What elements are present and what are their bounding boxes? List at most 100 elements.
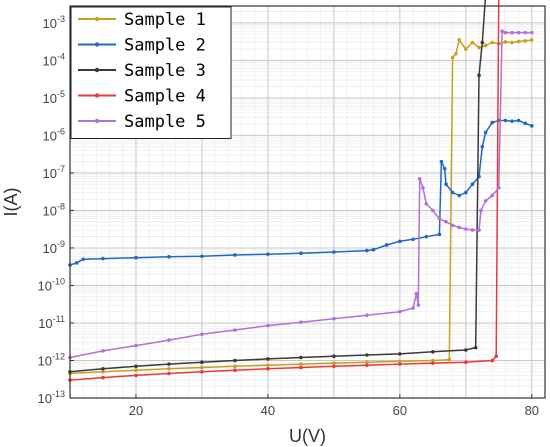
data-point bbox=[332, 354, 336, 359]
data-point bbox=[167, 255, 171, 259]
y-axis-title: I(A) bbox=[1, 188, 21, 217]
series-3 bbox=[68, 0, 487, 374]
data-point bbox=[200, 369, 204, 374]
data-point bbox=[134, 373, 138, 378]
legend-marker-1 bbox=[94, 16, 100, 22]
data-point bbox=[332, 316, 336, 321]
data-point bbox=[233, 368, 237, 373]
data-point bbox=[450, 190, 455, 195]
data-point bbox=[470, 40, 475, 45]
series-4 bbox=[68, 0, 500, 382]
data-point bbox=[101, 349, 105, 353]
data-point bbox=[299, 365, 303, 370]
y-tick-label: 10-10 bbox=[38, 276, 65, 293]
data-point bbox=[530, 30, 534, 35]
data-point bbox=[200, 365, 204, 370]
data-point bbox=[417, 176, 422, 181]
data-point bbox=[490, 358, 495, 363]
legend: Sample 1 Sample 2 Sample 3 Sample 4 Sample 5 bbox=[70, 6, 232, 139]
data-point bbox=[450, 223, 455, 228]
y-tick-label: 10-8 bbox=[43, 201, 65, 218]
data-point bbox=[134, 255, 138, 260]
data-point bbox=[134, 343, 138, 348]
data-point bbox=[398, 239, 402, 244]
y-tick-label: 10-5 bbox=[43, 89, 65, 106]
data-point bbox=[523, 121, 528, 126]
data-point bbox=[365, 353, 369, 357]
data-point bbox=[477, 73, 481, 78]
data-point bbox=[233, 364, 237, 369]
data-point bbox=[437, 216, 442, 221]
data-point bbox=[431, 361, 435, 365]
data-point bbox=[510, 119, 514, 123]
legend-label-2: Sample 2 bbox=[124, 36, 206, 56]
data-point bbox=[398, 309, 402, 314]
data-point bbox=[442, 166, 447, 171]
data-point bbox=[510, 40, 514, 45]
data-point bbox=[398, 352, 402, 356]
data-point bbox=[530, 38, 534, 42]
data-point bbox=[266, 323, 270, 328]
data-point bbox=[490, 40, 495, 45]
legend-marker-4 bbox=[94, 93, 100, 98]
data-point bbox=[503, 40, 508, 44]
series-5 bbox=[68, 29, 534, 360]
data-point bbox=[421, 186, 425, 190]
data-point bbox=[490, 193, 495, 198]
data-point bbox=[477, 45, 481, 50]
x-axis-title: U(V) bbox=[289, 426, 326, 446]
data-point bbox=[167, 338, 171, 342]
data-point bbox=[444, 219, 448, 224]
data-point bbox=[167, 367, 171, 371]
data-point bbox=[411, 306, 415, 310]
data-point bbox=[450, 55, 455, 60]
data-point bbox=[477, 228, 481, 232]
data-point bbox=[464, 190, 468, 195]
data-point bbox=[266, 252, 270, 257]
data-point bbox=[483, 43, 488, 48]
data-point bbox=[431, 208, 435, 213]
data-point bbox=[516, 118, 521, 123]
data-point bbox=[464, 47, 468, 51]
data-point bbox=[81, 257, 85, 262]
data-point bbox=[74, 261, 79, 265]
data-point bbox=[365, 360, 369, 365]
data-point bbox=[510, 30, 514, 35]
data-point bbox=[332, 361, 336, 365]
data-point bbox=[299, 251, 303, 256]
series-2 bbox=[68, 118, 534, 267]
data-point bbox=[424, 202, 429, 206]
data-point bbox=[454, 51, 458, 56]
data-point bbox=[480, 40, 485, 45]
data-point bbox=[470, 182, 475, 187]
data-point bbox=[167, 371, 171, 376]
data-point bbox=[384, 243, 389, 247]
data-point bbox=[101, 369, 105, 374]
data-point bbox=[464, 360, 468, 365]
data-point bbox=[200, 360, 204, 365]
data-point bbox=[480, 144, 485, 149]
data-point bbox=[473, 345, 478, 350]
data-point bbox=[516, 39, 521, 44]
y-tick-label: 10-6 bbox=[43, 126, 65, 143]
legend-label-3: Sample 3 bbox=[124, 61, 206, 81]
series-line-3 bbox=[69, 0, 487, 373]
data-point bbox=[523, 39, 528, 43]
y-tick-label: 10-7 bbox=[43, 164, 65, 181]
data-point bbox=[490, 120, 495, 125]
data-point bbox=[398, 359, 402, 364]
data-point bbox=[437, 232, 442, 237]
data-point bbox=[457, 225, 462, 230]
data-point bbox=[457, 193, 462, 198]
data-point bbox=[101, 256, 105, 261]
data-point bbox=[299, 355, 303, 360]
data-point bbox=[483, 199, 488, 203]
data-point bbox=[411, 237, 415, 242]
data-point bbox=[414, 291, 419, 296]
data-point bbox=[447, 357, 452, 362]
legend-label-5: Sample 5 bbox=[124, 112, 206, 132]
legend-label-4: Sample 4 bbox=[124, 87, 206, 107]
y-tick-label: 10-13 bbox=[38, 389, 65, 406]
data-point bbox=[503, 30, 508, 35]
data-point bbox=[365, 313, 369, 318]
